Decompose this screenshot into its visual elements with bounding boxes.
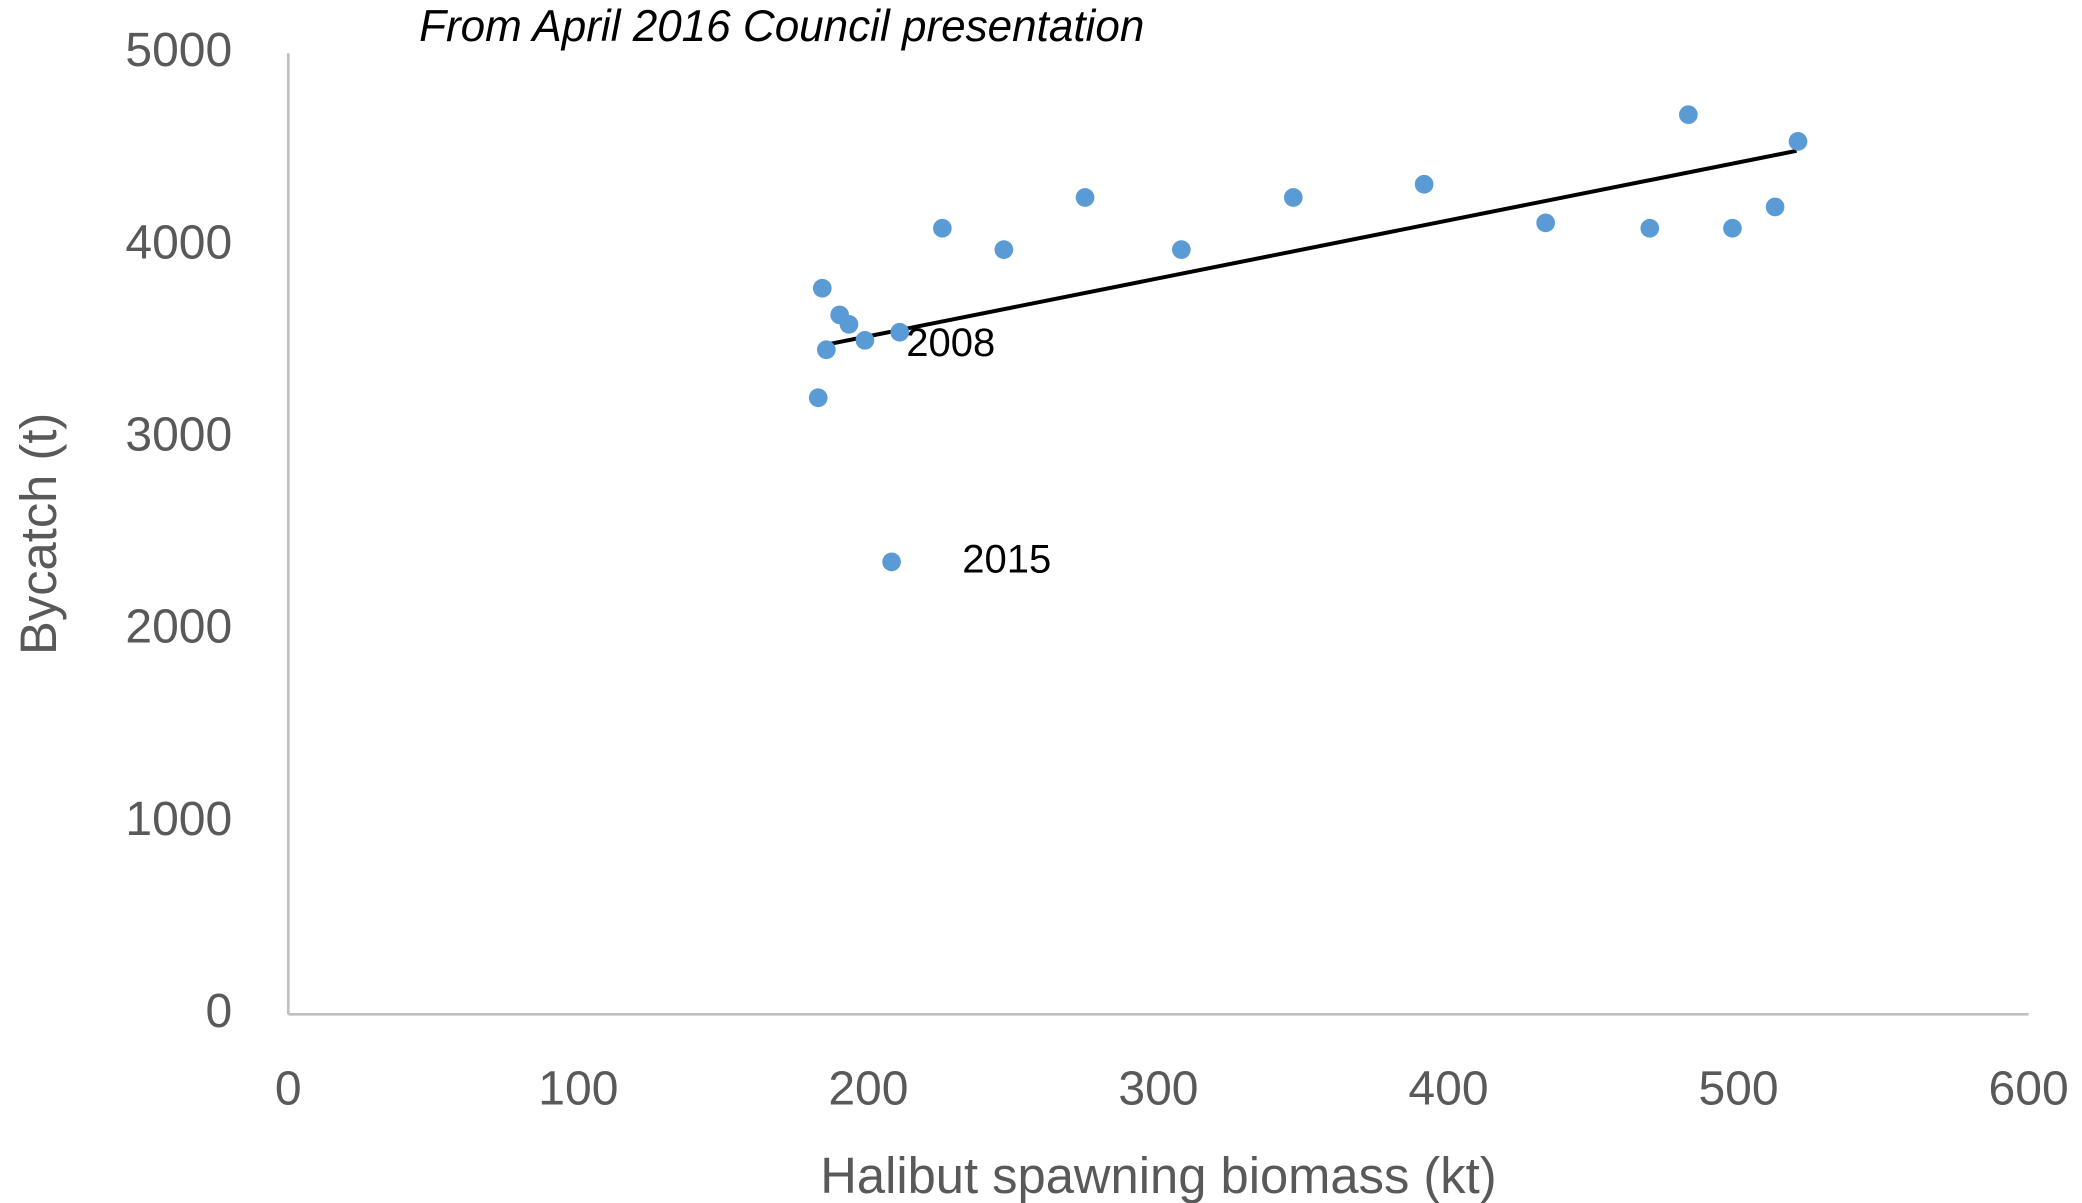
y-tick-label: 1000 (125, 793, 232, 846)
point (1723, 218, 1742, 238)
annotation: 2015 (962, 537, 1051, 581)
point (1679, 105, 1698, 125)
y-tick-label: 5000 (125, 24, 232, 77)
x-tick-label: 100 (538, 1062, 618, 1115)
x-tick-label: 600 (1989, 1062, 2069, 1115)
point (1536, 213, 1556, 233)
chart-title: From April 2016 Council presentation (419, 2, 1144, 51)
point (933, 218, 952, 238)
point (1283, 188, 1303, 207)
y-tick-label: 3000 (125, 408, 232, 461)
point (1765, 197, 1785, 217)
annotation: 2008 (906, 321, 995, 365)
point (890, 322, 910, 342)
x-axis-title: Halibut spawning biomass (kt) (820, 1147, 1496, 1203)
point (994, 240, 1014, 259)
x-tick-label: 0 (275, 1062, 302, 1115)
point (808, 388, 828, 408)
point (1788, 132, 1808, 151)
trendline (827, 148, 1797, 347)
x-tick-label: 200 (828, 1062, 908, 1115)
point (1414, 174, 1434, 194)
point (1640, 218, 1660, 238)
x-tick-label: 400 (1408, 1062, 1488, 1115)
point (1172, 240, 1191, 259)
y-tick-label: 4000 (125, 216, 232, 269)
point (839, 315, 859, 334)
point (855, 330, 875, 350)
y-axis-title: Bycatch (t) (10, 413, 67, 655)
x-tick-label: 300 (1118, 1062, 1198, 1115)
point (816, 340, 836, 360)
x-tick-label: 500 (1698, 1062, 1778, 1115)
point (882, 552, 901, 572)
y-tick-label: 2000 (125, 601, 232, 654)
point (812, 278, 832, 298)
y-tick-label: 0 (206, 985, 233, 1038)
point (1075, 188, 1095, 207)
